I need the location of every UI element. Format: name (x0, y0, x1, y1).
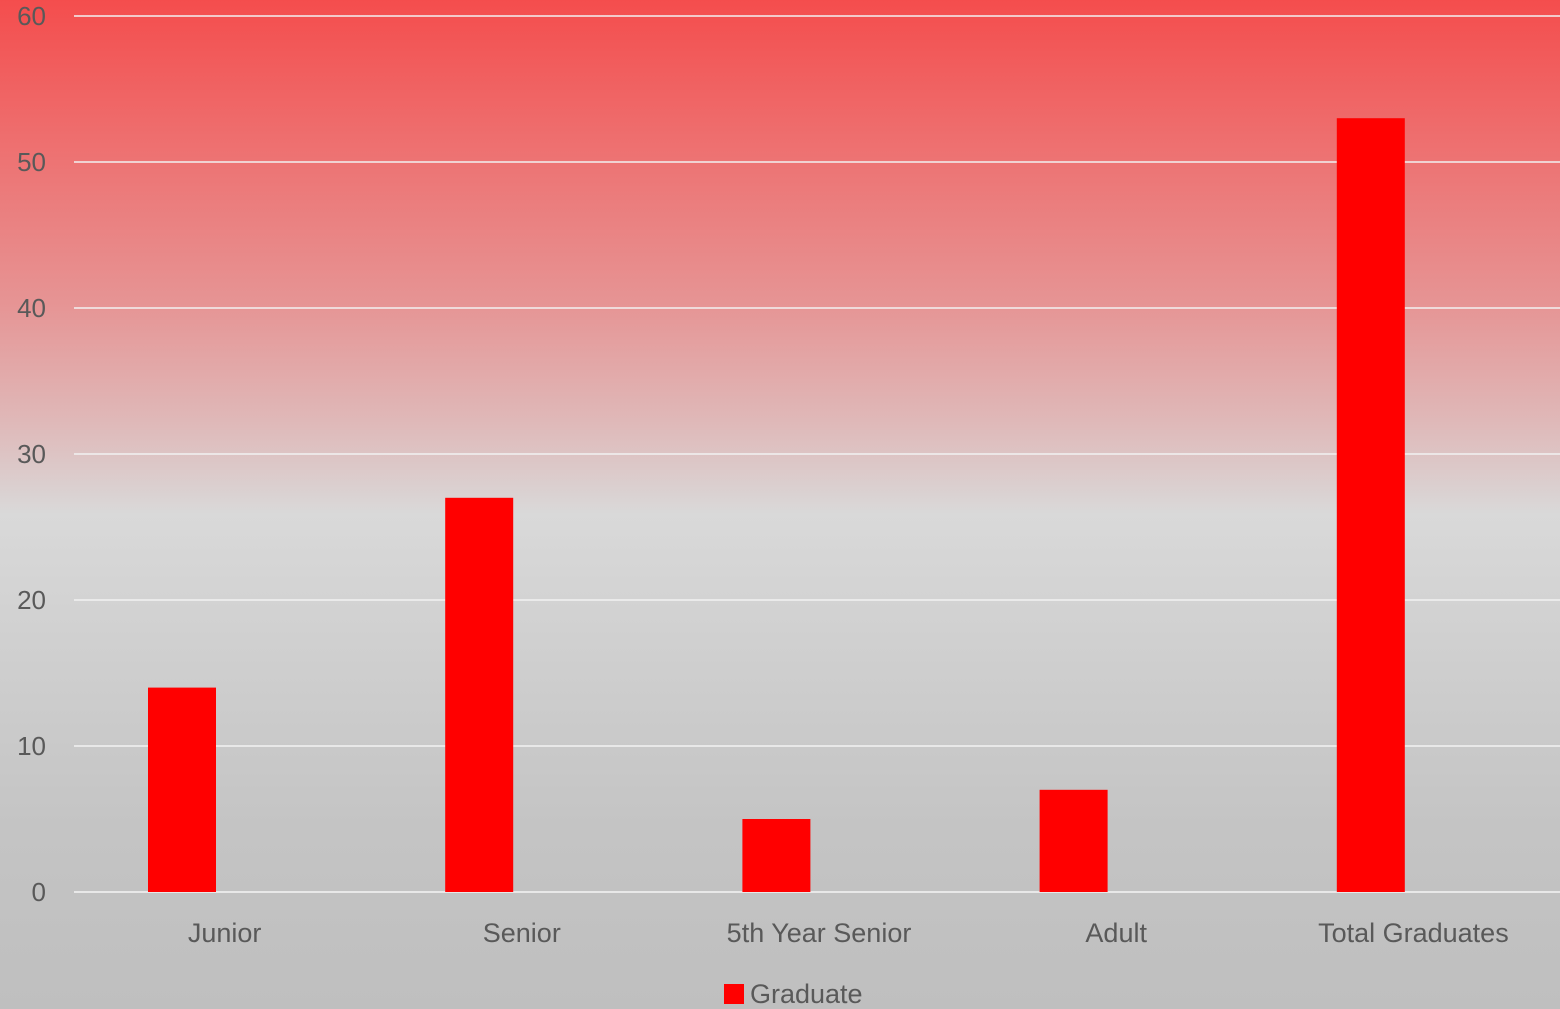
bar-senior (445, 497, 514, 892)
bar-5th-year-senior (742, 819, 811, 892)
y-tick-label: 30 (17, 439, 46, 469)
y-tick-label: 20 (17, 585, 46, 615)
y-tick-label: 40 (17, 293, 46, 323)
legend-swatch (724, 984, 744, 1004)
bars (148, 118, 1405, 892)
y-tick-label: 10 (17, 731, 46, 761)
bar-adult (1039, 789, 1108, 892)
y-tick-label: 50 (17, 147, 46, 177)
legend-label: Graduate (750, 979, 863, 1009)
y-axis-ticks: 0 10 20 30 40 50 60 (17, 1, 46, 907)
y-tick-label: 0 (32, 877, 46, 907)
x-category-label: 5th Year Senior (727, 918, 912, 948)
x-axis-categories: Junior Senior 5th Year Senior Adult Total Gr… (188, 918, 1509, 948)
gridlines (74, 15, 1560, 893)
x-category-label: Junior (188, 918, 262, 948)
x-category-label: Senior (483, 918, 561, 948)
legend: Graduate (724, 979, 863, 1009)
x-category-label: Total Graduates (1318, 918, 1509, 948)
x-category-label: Adult (1085, 918, 1147, 948)
y-tick-label: 60 (17, 1, 46, 31)
bar-junior (148, 687, 216, 892)
bar-total-graduates (1336, 118, 1405, 892)
